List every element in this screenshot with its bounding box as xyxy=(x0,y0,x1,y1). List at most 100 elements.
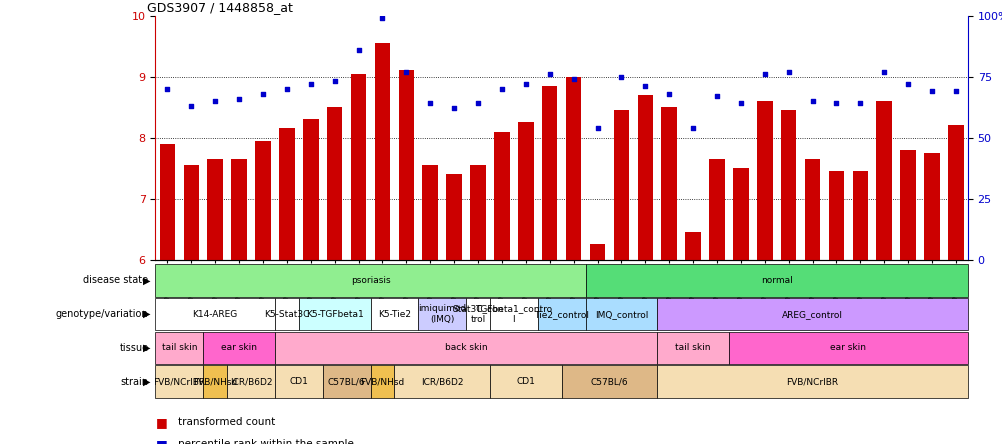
Text: genotype/variation: genotype/variation xyxy=(56,309,148,319)
Text: Tie2_control: Tie2_control xyxy=(534,309,588,319)
Bar xyxy=(231,159,246,260)
Bar xyxy=(660,107,676,260)
Bar xyxy=(490,298,537,330)
Bar xyxy=(585,264,967,297)
Text: FVB/NHsd: FVB/NHsd xyxy=(192,377,237,386)
Text: transformed count: transformed count xyxy=(177,417,275,427)
Bar xyxy=(299,298,370,330)
Text: FVB/NCrIBR: FVB/NCrIBR xyxy=(786,377,838,386)
Bar xyxy=(828,171,844,260)
Point xyxy=(804,98,820,105)
Point xyxy=(876,68,892,75)
Point xyxy=(183,102,199,109)
Bar xyxy=(323,365,370,398)
Text: K14-AREG: K14-AREG xyxy=(192,309,237,319)
Text: imiquimod
(IMQ): imiquimod (IMQ) xyxy=(418,305,466,324)
Bar xyxy=(537,298,585,330)
Bar xyxy=(924,153,939,260)
Bar xyxy=(255,141,271,260)
Text: tail skin: tail skin xyxy=(161,343,197,353)
Text: AREG_control: AREG_control xyxy=(782,309,843,319)
Bar xyxy=(279,128,295,260)
Point xyxy=(493,85,509,92)
Bar xyxy=(155,365,203,398)
Point xyxy=(374,14,390,21)
Point xyxy=(517,80,533,87)
Bar xyxy=(155,264,585,297)
Bar xyxy=(155,332,203,364)
Text: ▶: ▶ xyxy=(143,309,150,319)
Point xyxy=(327,78,343,85)
Bar xyxy=(226,365,275,398)
Point xyxy=(636,83,652,90)
Bar xyxy=(275,298,299,330)
Bar xyxy=(490,365,561,398)
Text: ■: ■ xyxy=(155,438,167,444)
Bar xyxy=(732,168,747,260)
Point xyxy=(470,100,486,107)
Text: tail skin: tail skin xyxy=(674,343,710,353)
Bar xyxy=(422,165,438,260)
Text: tissue: tissue xyxy=(119,343,148,353)
Bar xyxy=(207,159,222,260)
Bar xyxy=(656,332,728,364)
Bar xyxy=(947,126,963,260)
Text: normal: normal xyxy=(761,276,792,285)
Bar xyxy=(900,150,915,260)
Point xyxy=(757,71,773,78)
Bar xyxy=(781,110,796,260)
Point xyxy=(565,75,581,83)
Bar xyxy=(585,298,656,330)
Bar xyxy=(708,159,724,260)
Point xyxy=(230,95,246,102)
Bar xyxy=(565,76,581,260)
Text: percentile rank within the sample: percentile rank within the sample xyxy=(177,440,353,444)
Bar xyxy=(470,165,485,260)
Point xyxy=(708,93,724,100)
Bar xyxy=(656,298,967,330)
Bar xyxy=(370,298,418,330)
Text: CD1: CD1 xyxy=(516,377,535,386)
Text: C57BL/6: C57BL/6 xyxy=(590,377,627,386)
Point xyxy=(899,80,915,87)
Bar xyxy=(183,165,198,260)
Bar xyxy=(155,298,275,330)
Text: IMQ_control: IMQ_control xyxy=(594,309,647,319)
Bar xyxy=(541,86,557,260)
Bar xyxy=(275,365,323,398)
Bar xyxy=(613,110,628,260)
Point xyxy=(613,73,629,80)
Bar xyxy=(852,171,868,260)
Bar xyxy=(418,298,466,330)
Text: K5-Stat3C: K5-Stat3C xyxy=(264,309,310,319)
Text: ■: ■ xyxy=(155,416,167,429)
Text: K5-TGFbeta1: K5-TGFbeta1 xyxy=(306,309,363,319)
Point xyxy=(660,90,676,97)
Text: ear skin: ear skin xyxy=(830,343,866,353)
Point xyxy=(207,98,223,105)
Point xyxy=(780,68,796,75)
Text: TGFbeta1_contro
l: TGFbeta1_contro l xyxy=(475,305,552,324)
Text: CD1: CD1 xyxy=(290,377,308,386)
Text: K5-Tie2: K5-Tie2 xyxy=(378,309,411,319)
Bar xyxy=(370,365,394,398)
Point xyxy=(828,100,844,107)
Point xyxy=(255,90,271,97)
Bar xyxy=(684,232,700,260)
Bar xyxy=(303,119,319,260)
Bar xyxy=(804,159,820,260)
Text: FVB/NCrIBR: FVB/NCrIBR xyxy=(153,377,205,386)
Text: Stat3C_con
trol: Stat3C_con trol xyxy=(452,305,503,324)
Text: ▶: ▶ xyxy=(143,377,150,387)
Bar xyxy=(518,123,533,260)
Point xyxy=(279,85,295,92)
Bar xyxy=(757,101,772,260)
Point xyxy=(422,100,438,107)
Point xyxy=(303,80,319,87)
Text: disease state: disease state xyxy=(83,275,148,285)
Bar xyxy=(656,365,967,398)
Text: psoriasis: psoriasis xyxy=(351,276,390,285)
Bar xyxy=(203,365,226,398)
Point xyxy=(589,124,605,131)
Point xyxy=(684,124,700,131)
